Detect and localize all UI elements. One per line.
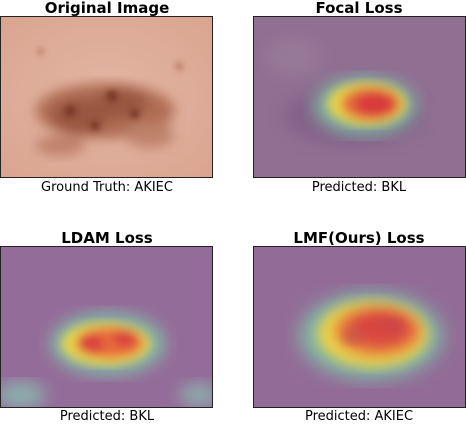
lmf-loss-heatmap (253, 246, 466, 408)
panel-caption: Predicted: BKL (59, 409, 155, 424)
focal-loss-heatmap (253, 16, 466, 178)
lmf-loss-gradcam-image (254, 247, 465, 407)
panel-caption: Predicted: AKIEC (304, 409, 414, 424)
panel-title: Original Image (44, 0, 170, 17)
panel-caption: Predicted: BKL (311, 180, 407, 195)
panel-title: Focal Loss (315, 0, 403, 17)
ldam-loss-gradcam-image (1, 247, 212, 407)
panel-title: LDAM Loss (61, 229, 153, 247)
panel-title: LMF(Ours) Loss (293, 229, 425, 247)
focal-loss-gradcam-image (254, 17, 465, 177)
original-image (0, 16, 213, 178)
panel-caption: Ground Truth: AKIEC (41, 180, 173, 195)
ldam-loss-heatmap (0, 246, 213, 408)
original-skin-lesion-image (1, 17, 212, 177)
